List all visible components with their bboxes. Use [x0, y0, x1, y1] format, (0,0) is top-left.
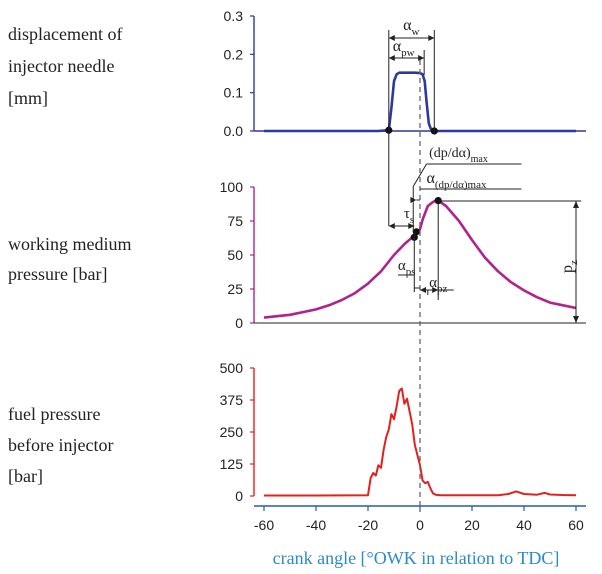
dpda-max-label: (dp/dα)max	[429, 146, 488, 165]
alpha-pw-arrow-left	[388, 55, 395, 61]
panel1-label-line1: displacement of	[8, 24, 122, 44]
x-tick-label-4: 20	[464, 517, 480, 533]
y-tick-label-2-1: 125	[220, 456, 244, 472]
panel1-label-line2: injector needle	[8, 56, 114, 76]
fuel-pressure-panel: 0 125 250 375 500	[220, 360, 577, 504]
alpha-pw-label: αpw	[393, 38, 415, 59]
alpha-w-label: αw	[403, 17, 419, 38]
x-tick-label-3: 0	[416, 517, 424, 533]
dpda-max-leader	[413, 163, 427, 187]
panel2-label-line1: working medium	[8, 234, 132, 254]
y-tick-label-0-1: 0.1	[224, 85, 244, 101]
y-tick-label-2-3: 375	[220, 392, 244, 408]
y-tick-label-2-2: 250	[220, 424, 244, 440]
y-tick-label-1-0: 0	[235, 315, 243, 331]
alpha-dpda-max-arrow	[410, 197, 417, 203]
panel3-label-line2: before injector	[8, 435, 113, 455]
pz-arrow-bottom	[573, 316, 579, 323]
alpha-w-arrow-left	[388, 35, 395, 41]
alpha-pw-arrow-right	[418, 55, 425, 61]
x-tick-label-5: 40	[516, 517, 532, 533]
cylinder-pressure-panel: 0 25 50 75 100	[220, 179, 586, 331]
alpha-dpda-max-label: α(dp/dα)max	[427, 170, 487, 191]
series-line-2	[264, 387, 577, 497]
panel3-label-line1: fuel pressure	[8, 404, 100, 424]
pz-arrow-top	[573, 201, 579, 208]
tau-s-arrow-right	[408, 223, 415, 229]
x-tick-label-6: 60	[568, 517, 584, 533]
y-tick-label-1-2: 50	[227, 247, 243, 263]
x-tick-label-1: -40	[306, 517, 326, 533]
y-tick-label-0-3: 0.3	[224, 8, 244, 24]
alpha-w-arrow-right	[428, 35, 435, 41]
tau-s-arrow-left	[388, 223, 395, 229]
y-tick-label-1-3: 75	[227, 213, 243, 229]
panel1-label-line3: [mm]	[8, 88, 48, 108]
alpha-pz-arrow-left	[420, 287, 426, 293]
y-tick-label-1-4: 100	[220, 179, 244, 195]
y-tick-label-0-2: 0.2	[224, 46, 244, 62]
y-tick-label-2-4: 500	[220, 360, 244, 376]
tau-s-label: τs	[404, 206, 414, 226]
y-tick-label-2-0: 0	[235, 488, 243, 504]
x-tick-label-0: -60	[254, 517, 274, 533]
pz-label: pz	[559, 260, 580, 273]
panel3-label-line3: [bar]	[8, 466, 43, 486]
alpha-pz-label: αpz	[429, 275, 447, 295]
panel2-label-line2: pressure [bar]	[8, 264, 107, 284]
alpha-ps-label: αps	[398, 258, 416, 278]
y-tick-label-0-0: 0.0	[224, 123, 244, 139]
x-tick-label-2: -20	[358, 517, 378, 533]
series-line-1	[263, 199, 577, 319]
y-tick-label-1-1: 25	[227, 281, 243, 297]
x-axis-label: crank angle [°OWK in relation to TDC]	[273, 548, 560, 568]
